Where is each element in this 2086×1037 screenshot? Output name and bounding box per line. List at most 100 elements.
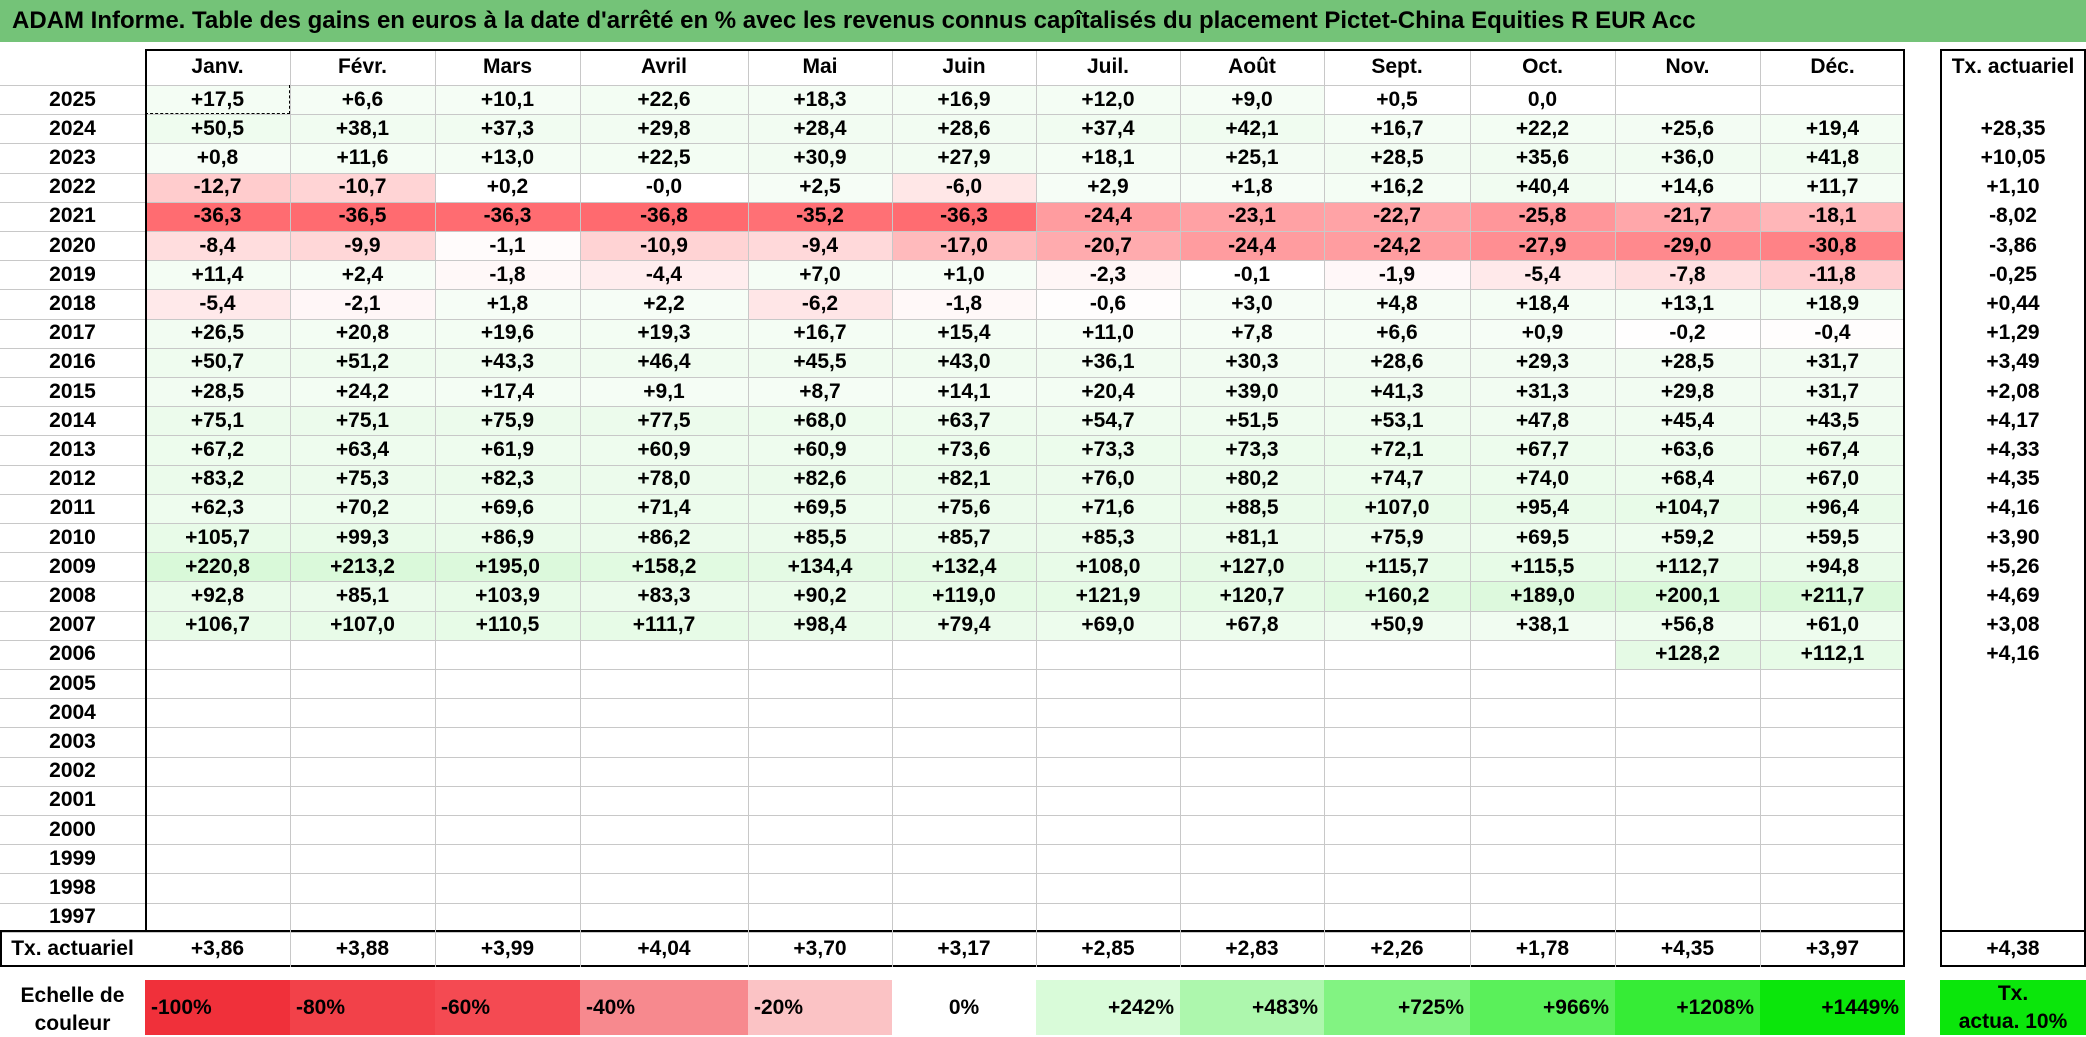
row-tx-actuariel: +3,49 [1986,350,2040,374]
row-divider [145,143,1905,145]
footer-cell: +2,83 [1225,936,1279,960]
table-cell [1036,756,1180,786]
row-divider-left [0,260,145,262]
table-cell [290,844,435,874]
table-cell: +74,7 [1324,464,1470,494]
scale-tx-line1: Tx. [1997,982,2029,1005]
row-tx-actuariel [1940,903,2086,932]
year-label: 1997 [49,905,96,929]
table-cell [1615,902,1760,932]
table-cell: +29,8 [1615,377,1760,407]
table-cell: +35,6 [1470,143,1615,173]
table-cell [580,815,748,845]
year-label: 2014 [49,408,96,432]
row-divider-left [0,581,145,583]
row-divider-left [0,552,145,554]
table-cell: -0,2 [1615,318,1760,348]
table-cell [892,902,1036,932]
table-cell: +30,3 [1180,347,1324,377]
table-cell [580,785,748,815]
table-cell [145,727,290,757]
table-cell: +20,8 [290,318,435,348]
color-scale-step: -20% [748,980,892,1035]
row-divider [145,377,1905,378]
table-cell [290,669,435,699]
table-cell: +73,3 [1036,435,1180,465]
table-cell: +28,6 [892,114,1036,144]
table-cell: +1,8 [435,289,580,319]
table-cell: +67,2 [145,435,290,465]
year-label: 2015 [49,379,96,403]
table-cell: +69,0 [1036,610,1180,640]
table-cell [1615,85,1760,115]
row-divider-left [0,873,145,875]
table-cell: +31,3 [1470,377,1615,407]
table-cell: +67,4 [1760,435,1905,465]
table-cell: +112,1 [1760,639,1905,669]
table-cell: +108,0 [1036,552,1180,582]
table-cell [435,727,580,757]
table-cell: +75,1 [145,406,290,436]
table-cell [1324,727,1470,757]
month-header: Juil. [1086,54,1129,78]
row-divider-left [0,669,145,670]
table-cell: +74,0 [1470,464,1615,494]
table-cell: +22,2 [1470,114,1615,144]
table-cell [580,902,748,932]
table-cell [1470,669,1615,699]
table-cell: +111,7 [580,610,748,640]
table-cell: +41,8 [1760,143,1905,173]
table-cell [1760,727,1905,757]
table-cell [892,815,1036,845]
footer-divider [580,930,581,967]
table-cell: +70,2 [290,493,435,523]
row-tx-actuariel [1940,669,2086,698]
table-cell: +0,5 [1324,85,1470,115]
table-cell [145,873,290,903]
table-cell [748,902,892,932]
table-cell [580,844,748,874]
table-cell: +96,4 [1760,493,1905,523]
table-cell: +9,0 [1180,85,1324,115]
table-cell: -27,9 [1470,231,1615,261]
month-header: Mai [802,54,838,78]
table-cell [1324,785,1470,815]
row-divider [145,523,1905,524]
row-divider [145,406,1905,408]
table-cell: +59,2 [1615,523,1760,553]
table-cell: +1,0 [892,260,1036,290]
table-cell [1324,756,1470,786]
table-cell: +22,6 [580,85,748,115]
table-cell [1180,727,1324,757]
table-cell: +11,6 [290,143,435,173]
table-cell: +85,1 [290,581,435,611]
table-cell: +106,7 [145,610,290,640]
table-cell [892,669,1036,699]
table-cell: +75,1 [290,406,435,436]
table-cell: +28,5 [1615,347,1760,377]
table-cell: +213,2 [290,552,435,582]
table-cell [1036,844,1180,874]
year-label: 2006 [49,642,96,666]
table-cell: +10,1 [435,85,580,115]
table-cell: +83,2 [145,464,290,494]
footer-tx: +4,38 [1986,936,2040,960]
row-divider-left [0,610,145,612]
row-divider [145,552,1905,554]
table-cell: +62,3 [145,493,290,523]
footer-divider [1324,930,1325,967]
table-cell [1760,756,1905,786]
page-title: ADAM Informe. Table des gains en euros à… [0,0,2086,42]
year-label: 2001 [49,788,96,812]
table-cell [145,756,290,786]
table-cell [1180,902,1324,932]
row-divider-left [0,143,145,145]
column-divider [1180,49,1181,932]
row-divider [145,639,1905,641]
row-divider [145,727,1905,729]
table-cell: +29,8 [580,114,748,144]
table-cell: +61,9 [435,435,580,465]
row-tx-actuariel: +4,35 [1986,467,2040,491]
table-cell [435,873,580,903]
table-cell: +18,9 [1760,289,1905,319]
